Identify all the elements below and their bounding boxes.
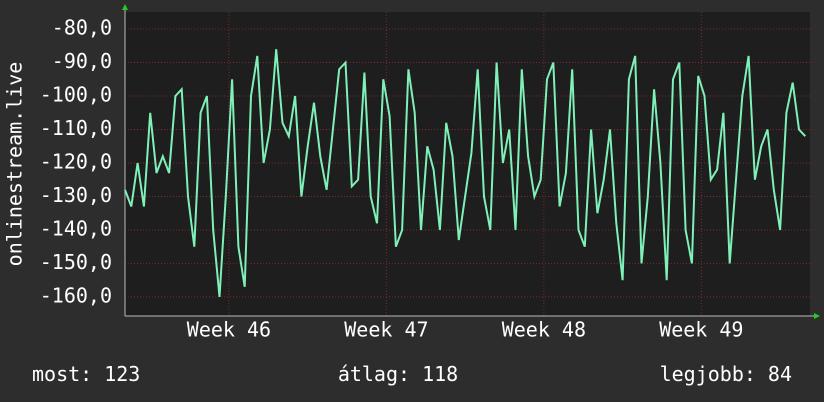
y-tick-label: -110,0 (40, 116, 112, 140)
y-tick-label: -160,0 (40, 283, 112, 307)
footer-stat: legjobb: 84 (660, 362, 792, 386)
y-axis-label: onlinestream.live (3, 62, 27, 267)
stat-value: 123 (104, 362, 140, 386)
y-tick-label: -130,0 (40, 183, 112, 207)
x-tick-label: Week 46 (187, 318, 271, 342)
y-tick-label: -90,0 (52, 49, 112, 73)
stat-value: 84 (768, 362, 792, 386)
x-tick-label: Week 47 (344, 318, 428, 342)
x-tick-label: Week 49 (659, 318, 743, 342)
footer-stat: most: 123 (32, 362, 140, 386)
y-tick-label: -100,0 (40, 83, 112, 107)
y-tick-label: -120,0 (40, 149, 112, 173)
stat-value: 118 (422, 362, 458, 386)
y-tick-label: -80,0 (52, 16, 112, 40)
footer-stat: átlag: 118 (338, 362, 458, 386)
x-tick-label: Week 48 (502, 318, 586, 342)
stat-label: legjobb: (660, 362, 756, 386)
x-axis-arrow (814, 313, 820, 319)
y-axis-arrow (122, 4, 128, 10)
y-tick-label: -140,0 (40, 216, 112, 240)
stat-label: átlag: (338, 362, 410, 386)
data-line (124, 49, 807, 297)
stat-label: most: (32, 362, 92, 386)
y-tick-label: -150,0 (40, 250, 112, 274)
